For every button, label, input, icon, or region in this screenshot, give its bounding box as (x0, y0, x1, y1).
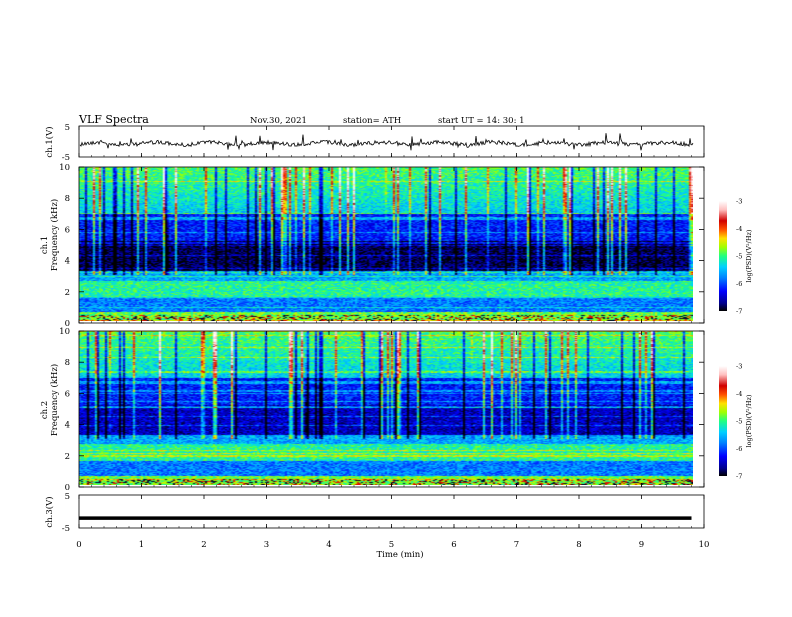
start-time-label: start UT = 14: 30: 1 (438, 116, 525, 126)
ch3-ytick-top: 5 (65, 492, 70, 502)
ch2-spec-ytick-label-2: 4 (65, 421, 70, 431)
ch2-colorbar-tick-0: -3 (736, 363, 742, 371)
ch1-spec-ytick-label-2: 4 (65, 257, 70, 267)
ch3-ytick-bottom: -5 (62, 524, 70, 534)
xtick-label-9: 9 (639, 540, 644, 550)
ch1-spectrogram-image (79, 167, 693, 321)
ch2-spec-ytick-label-0: 0 (65, 483, 70, 493)
ch1-spec-ytick-label-1: 2 (65, 288, 70, 298)
ch1-colorbar-tick-3: -6 (736, 280, 742, 288)
ch2-spec-ytick-label-1: 2 (65, 452, 70, 462)
ch1-waveform-panel: 5 -5 ch.1(V) (44, 123, 705, 163)
ch2-spec-ytick-label-5: 10 (59, 327, 70, 337)
xtick-label-8: 8 (576, 540, 581, 550)
ch2-spec-ylabel: Frequency (kHz) (49, 364, 60, 436)
ch2-spectrogram-image (79, 331, 693, 485)
ch1-colorbar-tick-4: -7 (736, 308, 742, 316)
ch2-colorbar-tick-2: -5 (736, 418, 742, 426)
figure-title: VLF Spectra (78, 113, 149, 126)
xtick-label-1: 1 (139, 540, 144, 550)
ch2-spec-ytick-label-4: 8 (65, 358, 70, 368)
ch1-ytick-bottom: -5 (62, 153, 70, 163)
ch1-spec-ytick-label-5: 10 (59, 163, 70, 173)
station-label: station= ATH (343, 116, 401, 126)
ch1-ylabel: ch.1(V) (44, 126, 55, 157)
xtick-label-7: 7 (514, 540, 519, 550)
xtick-label-3: 3 (264, 540, 269, 550)
ch2-spec-ytick-label-3: 6 (65, 389, 70, 399)
date-label: Nov.30, 2021 (250, 116, 307, 126)
ch1-spec-ytick-label-4: 8 (65, 194, 70, 204)
ch2-colorbar-label: log(PSD)(V²/Hz) (745, 394, 753, 447)
xtick-label-10: 10 (699, 540, 710, 550)
ch1-colorbar-tick-2: -5 (736, 253, 742, 261)
ch1-spec-ytick-label-3: 6 (65, 225, 70, 235)
xtick-label-4: 4 (326, 540, 331, 550)
ch3-waveform-panel: 5 -5 ch.3(V) 0 1 2 3 4 5 6 7 8 9 10 Time (min) (44, 126, 709, 560)
ch1-spec-ylabel-channel: ch.1 (40, 236, 50, 254)
time-axis-label: Time (min) (376, 549, 423, 560)
ch3-ylabel: ch.3(V) (44, 496, 55, 527)
ch2-colorbar-tick-3: -6 (736, 445, 742, 453)
ch1-spec-ylabel: Frequency (kHz) (49, 199, 60, 271)
ch2-colorbar-tick-1: -4 (736, 390, 742, 398)
ch1-ytick-top: 5 (65, 123, 70, 133)
ch2-spec-ylabel-channel: ch.2 (40, 401, 50, 419)
xtick-label-5: 5 (389, 540, 394, 550)
ch1-colorbar (719, 201, 727, 311)
ch1-waveform-line (79, 133, 694, 151)
ch3-frame (78, 494, 705, 529)
ch2-colorbar (719, 366, 727, 476)
ch1-spec-ytick-label-0: 0 (65, 319, 70, 329)
ch1-colorbar-tick-0: -3 (736, 198, 742, 206)
ch2-colorbar-tick-4: -7 (736, 473, 742, 481)
ch1-colorbar-tick-1: -4 (736, 225, 742, 233)
ch1-colorbar-label: log(PSD)(V²/Hz) (745, 229, 753, 282)
xtick-label-6: 6 (451, 540, 456, 550)
xtick-label-2: 2 (201, 540, 206, 550)
xtick-label-0: 0 (76, 540, 81, 550)
